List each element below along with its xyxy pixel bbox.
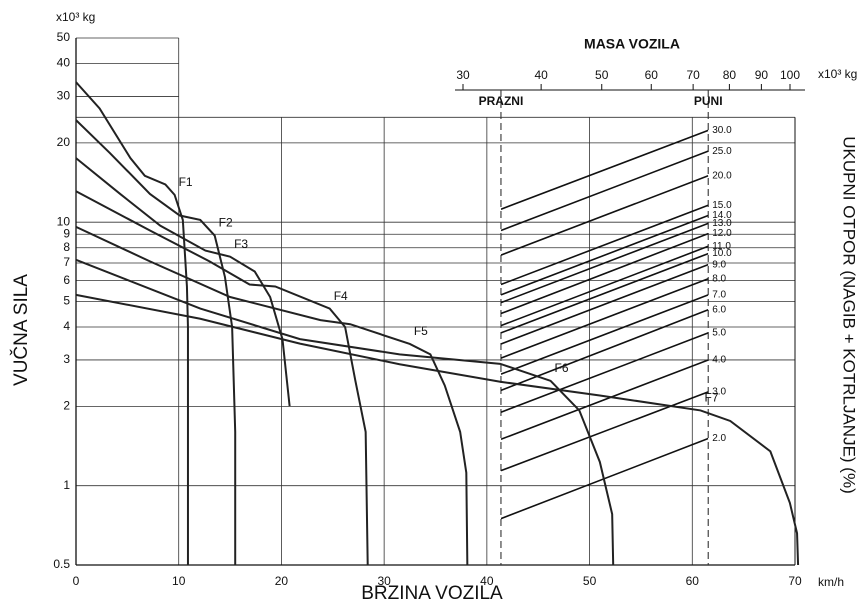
- mass-unit: x10³ kg: [818, 67, 857, 81]
- resistance-label: 4.0: [712, 355, 726, 366]
- resistance-label: 5.0: [712, 328, 726, 339]
- mass-tick-label: 30: [456, 68, 470, 82]
- resistance-line: [500, 252, 709, 334]
- y-tick-label: 9: [63, 226, 70, 240]
- resistance-label: 8.0: [712, 273, 726, 284]
- y-tick-label: 1: [63, 478, 70, 492]
- curve-label: F1: [179, 175, 193, 189]
- resistance-line: [500, 294, 709, 375]
- force-curve: [75, 81, 189, 565]
- x-tick-label: 10: [172, 574, 186, 588]
- x-tick-label: 50: [583, 574, 597, 588]
- resistance-lines: [500, 129, 709, 520]
- force-curve: [75, 293, 800, 566]
- x-tick-label: 0: [73, 574, 80, 588]
- resistance-line: [500, 232, 709, 315]
- mass-tick-label: 60: [645, 68, 659, 82]
- force-curve: [75, 190, 369, 566]
- mass-marker-label: PUNI: [694, 94, 723, 108]
- force-curve: [75, 119, 237, 565]
- resistance-line: [500, 263, 709, 345]
- mass-tick-label: 50: [595, 68, 609, 82]
- resistance-label: 25.0: [712, 146, 732, 157]
- resistance-line: [500, 277, 709, 359]
- x-tick-label: 30: [377, 574, 391, 588]
- resistance-line: [500, 332, 709, 413]
- mass-marker-label: PRAZNI: [479, 94, 524, 108]
- resistance-label: 15.0: [712, 200, 732, 211]
- resistance-line: [500, 204, 709, 286]
- x-tick-label: 40: [480, 574, 494, 588]
- y-axis-label: VUČNA SILA: [10, 274, 32, 386]
- resistance-label: 2.0: [712, 433, 726, 444]
- resistance-label: 11.0: [712, 241, 731, 252]
- x-unit: km/h: [818, 575, 844, 589]
- resistance-label: 14.0: [712, 210, 732, 221]
- y-tick-label: 20: [57, 135, 71, 149]
- mass-tick-label: 70: [686, 68, 700, 82]
- y-tick-label: 3: [63, 352, 70, 366]
- mass-tick-label: 100: [780, 68, 800, 82]
- resistance-line: [500, 391, 709, 472]
- y2-axis-label: UKUPNI OTPOR (NAGIB + KOTRLJANJE) (%): [840, 136, 859, 494]
- y-tick-label: 7: [63, 255, 70, 269]
- resistance-line: [500, 175, 709, 256]
- y-tick-label: 50: [57, 30, 71, 44]
- curve-label: F2: [219, 216, 233, 230]
- resistance-line: [500, 222, 709, 304]
- resistance-line: [500, 214, 709, 296]
- resistance-label: 12.0: [712, 228, 732, 239]
- curve-label: F7: [705, 391, 719, 405]
- resistance-label: 30.0: [712, 125, 732, 136]
- resistance-line: [500, 129, 709, 210]
- resistance-line: [500, 150, 709, 232]
- resistance-label: 9.0: [712, 259, 726, 270]
- resistance-label: 6.0: [712, 304, 726, 315]
- y-tick-label: 4: [63, 319, 70, 333]
- mass-tick-label: 40: [534, 68, 548, 82]
- x-tick-label: 60: [686, 574, 700, 588]
- resistance-line: [500, 359, 709, 441]
- x-axis-label: BRZINA VOZILA: [361, 583, 503, 604]
- y-tick-label: 5: [63, 294, 70, 308]
- x-tick-label: 70: [788, 574, 802, 588]
- y-tick-label: 6: [63, 273, 70, 287]
- force-curve: [75, 225, 469, 566]
- resistance-line: [500, 245, 709, 327]
- resistance-label: 3.0: [712, 387, 726, 398]
- resistance-label: 13.0: [712, 218, 732, 229]
- y-tick-label: 30: [57, 89, 71, 103]
- y-tick-label: 10: [57, 214, 71, 228]
- resistance-label: 7.0: [712, 289, 726, 300]
- curve-label: F3: [234, 237, 248, 251]
- resistance-line: [500, 309, 709, 392]
- y-tick-label: 8: [63, 240, 70, 254]
- y-tick-label: 40: [57, 56, 71, 70]
- resistance-label: 10.0: [712, 248, 732, 259]
- mass-tick-label: 80: [723, 68, 737, 82]
- y-tick-label: 0.5: [53, 557, 70, 571]
- curve-label: F6: [555, 361, 569, 375]
- x-tick-label: 20: [275, 574, 289, 588]
- curve-label: F4: [334, 289, 348, 303]
- force-curve: [75, 258, 615, 566]
- force-curve: [75, 157, 291, 407]
- y-unit: x10³ kg: [56, 10, 95, 24]
- resistance-label: 20.0: [712, 170, 732, 181]
- y-tick-label: 2: [63, 399, 70, 413]
- mass-axis-title: MASA VOZILA: [584, 36, 680, 52]
- curve-label: F5: [414, 324, 428, 338]
- mass-tick-label: 90: [755, 68, 769, 82]
